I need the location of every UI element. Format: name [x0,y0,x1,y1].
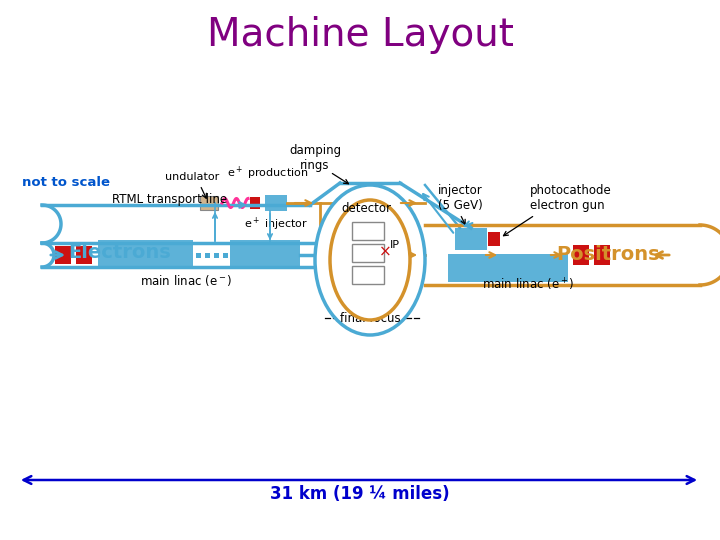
Bar [352,222,384,240]
Text: injector
(5 GeV): injector (5 GeV) [438,184,482,212]
Text: RTML transport line: RTML transport line [112,193,228,206]
Bar [98,240,193,266]
Ellipse shape [315,185,425,335]
Text: IP: IP [390,240,400,250]
Text: $\times$: $\times$ [378,244,390,259]
Bar [352,266,384,284]
Bar [448,254,568,282]
Bar [594,245,610,265]
Text: not to scale: not to scale [22,176,110,188]
Text: final focus: final focus [340,312,400,325]
Bar [55,246,71,264]
Bar [573,245,589,265]
Text: e$^+$ production: e$^+$ production [228,165,309,182]
Text: main linac (e$^+$): main linac (e$^+$) [482,277,575,293]
Bar [250,197,260,209]
Text: detector: detector [341,202,391,215]
Bar [76,246,92,264]
Text: Machine Layout: Machine Layout [207,16,513,54]
Ellipse shape [330,200,410,320]
Text: photocathode
electron gun: photocathode electron gun [530,184,612,212]
Bar [200,196,218,210]
Bar [196,253,201,258]
Bar [488,232,500,246]
Bar [352,244,384,262]
Text: 31 km (19 ¼ miles): 31 km (19 ¼ miles) [270,485,450,503]
Text: main linac (e$^-$): main linac (e$^-$) [140,273,233,288]
Bar [455,228,487,250]
Text: damping
rings: damping rings [289,144,341,172]
Text: Electrons: Electrons [68,244,171,262]
Bar [205,253,210,258]
Text: undulator: undulator [165,172,219,182]
Bar [214,253,219,258]
Bar [265,195,287,211]
Text: e$^+$ injector: e$^+$ injector [244,216,308,233]
Text: Positrons: Positrons [556,246,660,265]
Bar [223,253,228,258]
Bar [230,240,300,266]
